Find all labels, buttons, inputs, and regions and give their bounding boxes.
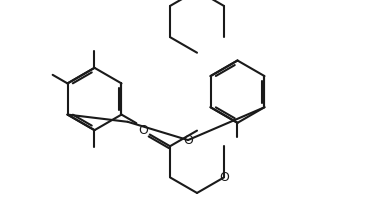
Text: O: O: [183, 134, 193, 147]
Text: O: O: [138, 124, 148, 137]
Text: O: O: [219, 171, 229, 184]
